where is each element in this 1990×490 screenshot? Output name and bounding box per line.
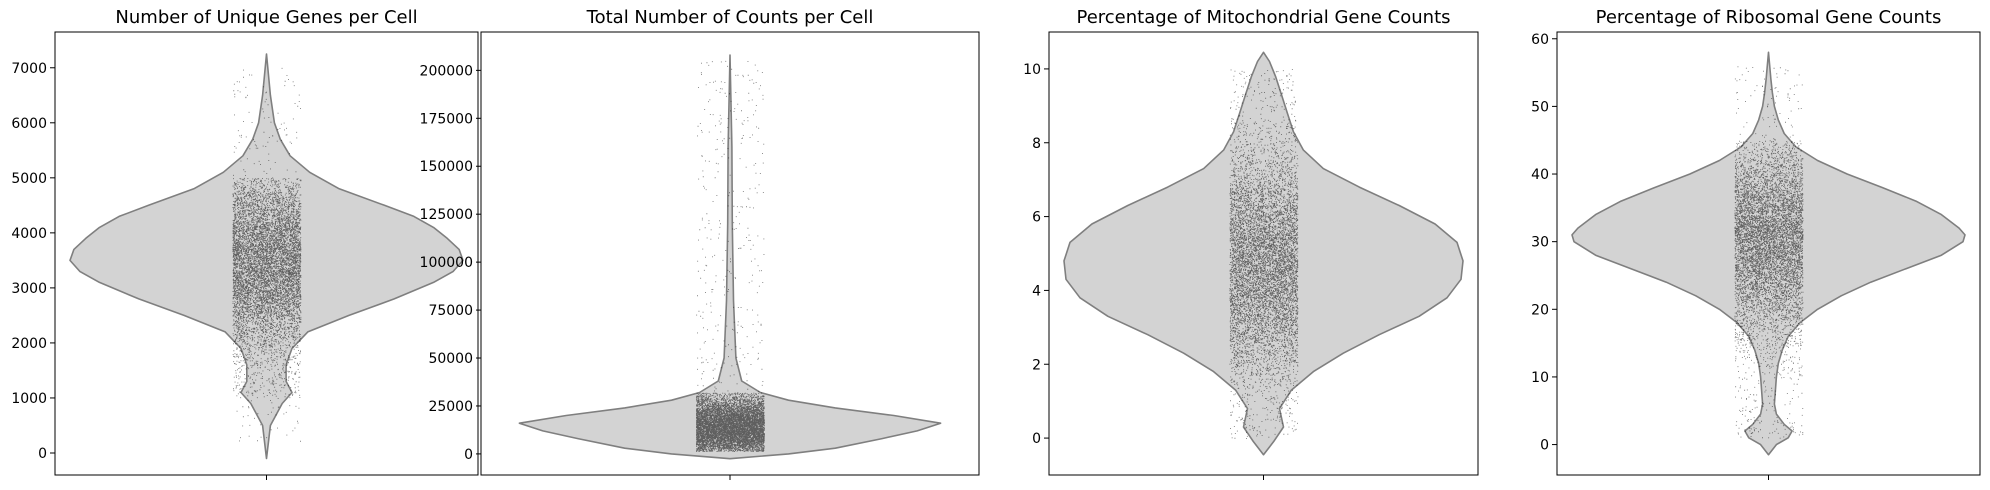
y-tick-label: 2000 bbox=[11, 336, 47, 352]
y-tick-label: 25000 bbox=[428, 399, 473, 415]
violin-body bbox=[518, 54, 942, 460]
y-tick-label: 5000 bbox=[11, 171, 47, 187]
cell-points bbox=[1734, 66, 1804, 439]
y-tick-label: 1000 bbox=[11, 391, 47, 407]
y-tick-label: 0 bbox=[38, 446, 47, 462]
y-tick-label: 10 bbox=[1023, 62, 1041, 78]
violin-body bbox=[1063, 51, 1464, 456]
chart-panel-3: 0 2 4 6 8 10 Percentage of Mitochondrial Gene … bbox=[1023, 7, 1479, 480]
y-tick-label: 4000 bbox=[11, 226, 47, 242]
y-tick-label: 175000 bbox=[420, 111, 473, 127]
y-tick-label: 7000 bbox=[11, 61, 47, 77]
chart-title: Percentage of Ribosomal Gene Counts bbox=[1596, 7, 1942, 28]
y-tick-label: 75000 bbox=[428, 303, 473, 319]
chart-title: Number of Unique Genes per Cell bbox=[115, 7, 417, 28]
y-tick-label: 0 bbox=[1540, 438, 1549, 454]
y-tick-label: 10 bbox=[1531, 370, 1549, 386]
y-tick-label: 8 bbox=[1032, 136, 1041, 152]
y-tick-label: 3000 bbox=[11, 281, 47, 297]
y-tick-label: 125000 bbox=[420, 207, 473, 223]
y-tick-label: 0 bbox=[1032, 431, 1041, 447]
chart-panel-4: 0 10 20 30 40 50 60 Percentage of Ribosomal Gen… bbox=[1531, 7, 1981, 480]
y-tick-label: 150000 bbox=[420, 159, 473, 175]
y-tick-label: 6 bbox=[1032, 210, 1041, 226]
y-tick-label: 2 bbox=[1032, 357, 1041, 373]
y-tick-label: 30 bbox=[1531, 235, 1549, 251]
chart-title: Total Number of Counts per Cell bbox=[586, 7, 874, 28]
chart-panel-1: 0 1000 2000 3000 4000 5000 6000 7000 Number of U… bbox=[11, 7, 479, 480]
y-tick-label: 60 bbox=[1531, 32, 1549, 48]
cell-points bbox=[1229, 69, 1299, 439]
y-tick-label: 6000 bbox=[11, 116, 47, 132]
y-tick-label: 0 bbox=[464, 447, 473, 463]
chart-panel-2: 0 25000 50000 75000 100000 125000 150000 175000… bbox=[420, 7, 980, 480]
cell-points bbox=[696, 60, 765, 452]
y-tick-label: 200000 bbox=[420, 63, 473, 79]
y-tick-label: 50 bbox=[1531, 99, 1549, 115]
y-tick-label: 50000 bbox=[428, 351, 473, 367]
y-tick-label: 40 bbox=[1531, 167, 1549, 183]
y-tick-label: 20 bbox=[1531, 302, 1549, 318]
chart-title: Percentage of Mitochondrial Gene Counts bbox=[1076, 7, 1450, 28]
y-tick-label: 100000 bbox=[420, 255, 473, 271]
cell-points bbox=[232, 67, 302, 442]
y-tick-label: 4 bbox=[1032, 283, 1041, 299]
